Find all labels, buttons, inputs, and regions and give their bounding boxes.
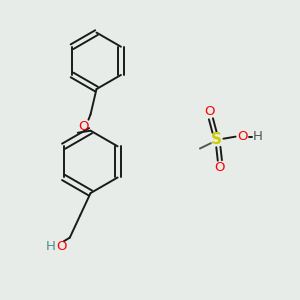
Text: O: O [237, 130, 247, 143]
Text: O: O [78, 120, 88, 133]
Text: O: O [204, 105, 215, 118]
Text: O: O [56, 240, 67, 253]
Text: O: O [214, 161, 225, 174]
Text: S: S [212, 132, 222, 147]
Text: H: H [46, 240, 56, 253]
Text: H: H [253, 130, 262, 143]
